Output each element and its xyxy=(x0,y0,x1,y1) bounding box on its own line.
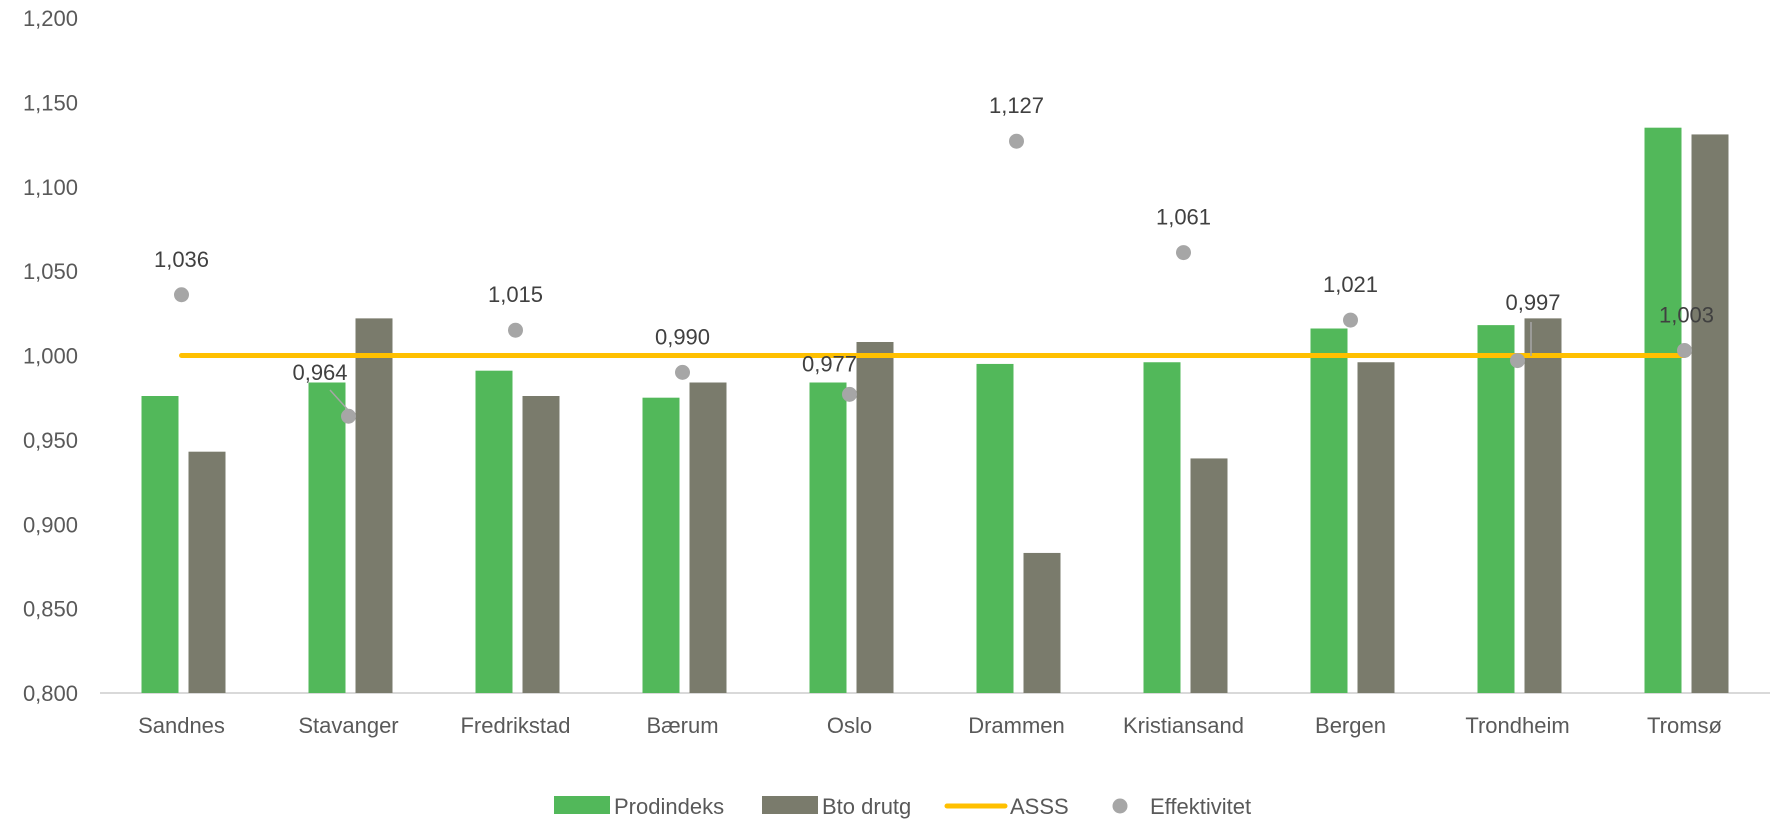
data-label: 1,061 xyxy=(1156,205,1211,230)
bar-bto-drutg xyxy=(1524,318,1562,693)
effektivitet-point xyxy=(675,364,690,380)
bar-bto-drutg xyxy=(1023,552,1061,693)
legend-label: Bto drutg xyxy=(822,794,911,819)
x-tick-label: Bærum xyxy=(646,713,718,738)
bar-prodindeks xyxy=(1644,127,1682,693)
bar-prodindeks xyxy=(1143,362,1181,693)
legend-label: Effektivitet xyxy=(1150,794,1251,819)
bar-prodindeks xyxy=(1477,325,1515,693)
y-tick-label: 0,950 xyxy=(23,428,78,453)
data-label: 1,127 xyxy=(989,93,1044,118)
y-tick-label: 1,200 xyxy=(23,6,78,31)
x-tick-label: Drammen xyxy=(968,713,1065,738)
effektivitet-point xyxy=(1176,245,1191,261)
y-tick-label: 1,100 xyxy=(23,175,78,200)
y-tick-label: 0,850 xyxy=(23,597,78,622)
y-tick-label: 0,900 xyxy=(23,512,78,537)
x-tick-label: Bergen xyxy=(1315,713,1386,738)
x-tick-label: Fredrikstad xyxy=(460,713,570,738)
x-tick-label: Sandnes xyxy=(138,713,225,738)
bar-bto-drutg xyxy=(355,318,393,693)
effektivitet-point xyxy=(1510,353,1525,369)
data-label-leader xyxy=(329,389,350,412)
y-tick-label: 1,000 xyxy=(23,344,78,369)
effektivitet-point xyxy=(1343,312,1358,328)
x-tick-label: Oslo xyxy=(827,713,872,738)
legend-swatch xyxy=(554,796,610,814)
data-label: 0,990 xyxy=(655,324,710,349)
bar-prodindeks xyxy=(1310,328,1348,693)
legend-label: Prodindeks xyxy=(614,794,724,819)
x-tick-label: Kristiansand xyxy=(1123,713,1244,738)
effektivitet-point xyxy=(174,287,189,303)
bar-prodindeks xyxy=(976,363,1014,693)
effektivitet-point xyxy=(1677,342,1692,358)
data-label: 1,015 xyxy=(488,282,543,307)
x-tick-label: Tromsø xyxy=(1647,713,1722,738)
data-label: 1,003 xyxy=(1659,302,1714,327)
bar-prodindeks xyxy=(141,396,179,693)
data-label: 0,997 xyxy=(1505,290,1560,315)
bar-prodindeks xyxy=(308,382,346,693)
effektivitet-point xyxy=(341,408,356,424)
x-tick-label: Trondheim xyxy=(1465,713,1569,738)
bar-bto-drutg xyxy=(188,451,226,693)
data-label: 1,021 xyxy=(1323,272,1378,297)
bar-bto-drutg xyxy=(856,342,894,693)
bar-bto-drutg xyxy=(689,382,727,693)
y-tick-label: 1,050 xyxy=(23,259,78,284)
legend-swatch xyxy=(1112,798,1128,814)
data-label: 1,036 xyxy=(154,247,209,272)
effektivitet-point xyxy=(508,322,523,338)
bar-bto-drutg xyxy=(1190,458,1228,693)
x-tick-label: Stavanger xyxy=(298,713,398,738)
y-tick-label: 0,800 xyxy=(23,681,78,706)
effektivitet-point xyxy=(1009,133,1024,149)
bar-prodindeks xyxy=(809,382,847,693)
bar-bto-drutg xyxy=(1691,134,1729,693)
bar-prodindeks xyxy=(475,370,513,693)
effektivitet-point xyxy=(842,386,857,402)
legend-label: ASSS xyxy=(1010,794,1069,819)
bar-bto-drutg xyxy=(522,396,560,693)
bar-prodindeks xyxy=(642,397,680,693)
bar-bto-drutg xyxy=(1357,362,1395,693)
data-label: 0,977 xyxy=(802,351,857,376)
data-label: 0,964 xyxy=(292,360,347,385)
legend-swatch xyxy=(762,796,818,814)
y-tick-label: 1,150 xyxy=(23,90,78,115)
